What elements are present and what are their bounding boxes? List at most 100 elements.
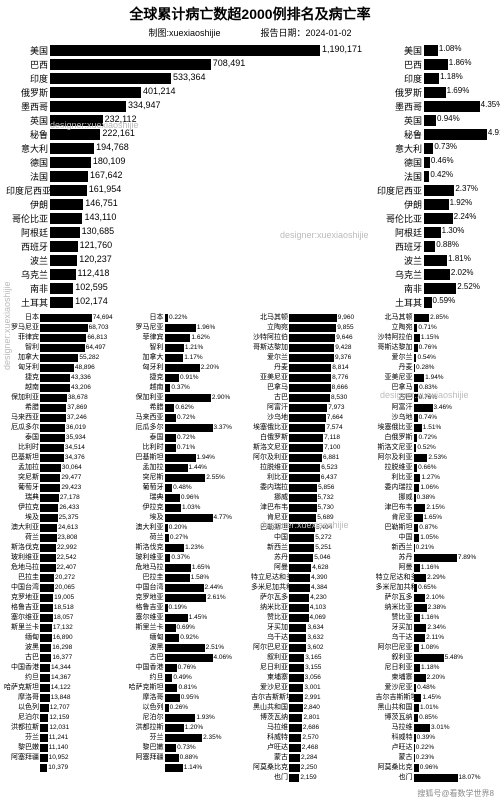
small-row: 马拉维3.01% bbox=[376, 723, 499, 733]
small-row: 伊拉克26,433 bbox=[2, 503, 125, 513]
country-label: 西班牙 bbox=[6, 240, 50, 253]
small-row: 爱尔兰0.54% bbox=[376, 353, 499, 363]
main-row: 俄罗斯401,214俄罗斯1.69% bbox=[6, 85, 494, 99]
small-row: 吉尔吉斯斯坦1.45% bbox=[376, 693, 499, 703]
small-row: 中国香港14,344 bbox=[2, 663, 125, 673]
small-row: 乌干达2.11% bbox=[376, 633, 499, 643]
small-row: 荷兰0.27% bbox=[127, 533, 250, 543]
small-row: 立陶宛9,855 bbox=[251, 323, 374, 333]
main-row: 波兰120,237波兰1.81% bbox=[6, 253, 494, 267]
small-row: 北马其顿9,960 bbox=[251, 313, 374, 323]
small-row: 巴拿马0.83% bbox=[376, 383, 499, 393]
country-label: 德国 bbox=[6, 156, 50, 169]
small-row: 波黑16,298 bbox=[2, 643, 125, 653]
small-row: 尼日利亚1.18% bbox=[376, 663, 499, 673]
country-label-r: 南非 bbox=[376, 282, 424, 295]
small-row: 马拉维2,686 bbox=[251, 723, 374, 733]
small-row: 巴勒斯坦5,404 bbox=[251, 523, 374, 533]
small-row: 埃及4.77% bbox=[127, 513, 250, 523]
small-row: 缅甸16,890 bbox=[2, 633, 125, 643]
country-label: 土耳其 bbox=[6, 296, 50, 309]
small-row: 古巴0.76% bbox=[376, 393, 499, 403]
small-row: 赞比亚4,069 bbox=[251, 613, 374, 623]
small-row: 古巴16,377 bbox=[2, 653, 125, 663]
small-row: 捷克43,336 bbox=[2, 373, 125, 383]
small-row: 苏丹5,046 bbox=[251, 553, 374, 563]
small-row: 古巴4.06% bbox=[127, 653, 250, 663]
small-row: 塞尔维亚18,057 bbox=[2, 613, 125, 623]
small-row: 菲律宾66,813 bbox=[2, 333, 125, 343]
small-row: 以色列0.26% bbox=[127, 703, 250, 713]
small-row: 伊拉克1.03% bbox=[127, 503, 250, 513]
small-row: 斯洛伐克22,992 bbox=[2, 543, 125, 553]
small-row: 巴拿马8,666 bbox=[251, 383, 374, 393]
small-row: 埃塞俄比亚1.51% bbox=[376, 423, 499, 433]
small-row: 比利时0.71% bbox=[127, 443, 250, 453]
small-row: 格鲁吉亚0.19% bbox=[127, 603, 250, 613]
small-row: 萨尔瓦多4,230 bbox=[251, 593, 374, 603]
country-label: 伊朗 bbox=[6, 198, 50, 211]
small-row: 阿莫桑比克0.96% bbox=[376, 763, 499, 773]
country-label-r: 波兰 bbox=[376, 254, 424, 267]
small-row: 埃及25,375 bbox=[2, 513, 125, 523]
small-row: 哥斯达黎加0.76% bbox=[376, 343, 499, 353]
small-row: 孟加拉1.44% bbox=[127, 463, 250, 473]
small-row: 多米尼加共和国0.65% bbox=[376, 583, 499, 593]
small-row: 利比亚6,437 bbox=[251, 473, 374, 483]
small-row: 荷兰23,808 bbox=[2, 533, 125, 543]
small-row: 澳大利亚24,613 bbox=[2, 523, 125, 533]
small-row: 尼日利亚3,155 bbox=[251, 663, 374, 673]
small-row: 智利1.21% bbox=[127, 343, 250, 353]
small-row: 厄瓜多尔3.37% bbox=[127, 423, 250, 433]
small-row: 克罗地亚2.61% bbox=[127, 593, 250, 603]
country-label-r: 印度尼西亚 bbox=[376, 184, 424, 197]
small-row: 柬埔寨3,056 bbox=[251, 673, 374, 683]
small-row: 捷克0.91% bbox=[127, 373, 250, 383]
small-row: 特立尼达和多巴哥2.29% bbox=[376, 573, 499, 583]
country-label-r: 美国 bbox=[376, 44, 424, 57]
small-row: 爱沙尼亚3,001 bbox=[251, 683, 374, 693]
small-row: 津巴布韦2.15% bbox=[376, 503, 499, 513]
main-row: 印度尼西亚161,954印度尼西亚2.37% bbox=[6, 183, 494, 197]
small-row: 马来西亚0.72% bbox=[127, 413, 250, 423]
main-bar-chart: 美国1,190,171美国1.08%巴西708,491巴西1.86%印度533,… bbox=[0, 41, 500, 313]
small-row: 阿莫桑比克2,250 bbox=[251, 763, 374, 773]
country-label-r: 英国 bbox=[376, 114, 424, 127]
small-row: 肯尼亚5,689 bbox=[251, 513, 374, 523]
small-row: 突尼斯2.55% bbox=[127, 473, 250, 483]
small-row: 匈牙利48,896 bbox=[2, 363, 125, 373]
small-row: 斯洛伐克1.23% bbox=[127, 543, 250, 553]
country-label: 意大利 bbox=[6, 142, 50, 155]
small-row: 中国香港0.76% bbox=[127, 663, 250, 673]
main-row: 印度533,364印度1.18% bbox=[6, 71, 494, 85]
small-row: 以色列12,707 bbox=[2, 703, 125, 713]
small-row: 危地马拉1.65% bbox=[127, 563, 250, 573]
small-row: 叙利亚5.48% bbox=[376, 653, 499, 663]
small-row: 巴勒斯坦0.87% bbox=[376, 523, 499, 533]
small-row: 牙买加3,634 bbox=[251, 623, 374, 633]
country-label: 英国 bbox=[6, 114, 50, 127]
main-row: 意大利194,768意大利0.73% bbox=[6, 141, 494, 155]
small-row: 厄瓜多尔36,019 bbox=[2, 423, 125, 433]
main-row: 阿根廷130,685阿根廷1.30% bbox=[6, 225, 494, 239]
small-row: 阿尔及利亚2.53% bbox=[376, 453, 499, 463]
small-row: 新西兰0.21% bbox=[376, 543, 499, 553]
country-label-r: 乌克兰 bbox=[376, 268, 424, 281]
small-row: 马来西亚37,246 bbox=[2, 413, 125, 423]
main-row: 伊朗146,751伊朗1.92% bbox=[6, 197, 494, 211]
small-row: 阿尔及利亚6,881 bbox=[251, 453, 374, 463]
footer-credit: 搜狐号@看数学世界8 bbox=[417, 788, 494, 799]
small-row: 中国1.05% bbox=[376, 533, 499, 543]
country-label: 墨西哥 bbox=[6, 100, 50, 113]
main-row: 西班牙121,760西班牙0.88% bbox=[6, 239, 494, 253]
main-row: 巴西708,491巴西1.86% bbox=[6, 57, 494, 71]
small-row: 阿尔巴尼亚3,602 bbox=[251, 643, 374, 653]
small-row: 玻利维亚0.37% bbox=[127, 553, 250, 563]
small-row: 吉尔吉斯斯坦2,991 bbox=[251, 693, 374, 703]
small-row: 尼泊尔1.93% bbox=[127, 713, 250, 723]
small-row: 特立尼达和多巴哥4,390 bbox=[251, 573, 374, 583]
small-row: 博茨瓦纳2,801 bbox=[251, 713, 374, 723]
main-row: 墨西哥334,947墨西哥4.35% bbox=[6, 99, 494, 113]
small-row: 科威特0.39% bbox=[376, 733, 499, 743]
small-row: 比利时34,514 bbox=[2, 443, 125, 453]
